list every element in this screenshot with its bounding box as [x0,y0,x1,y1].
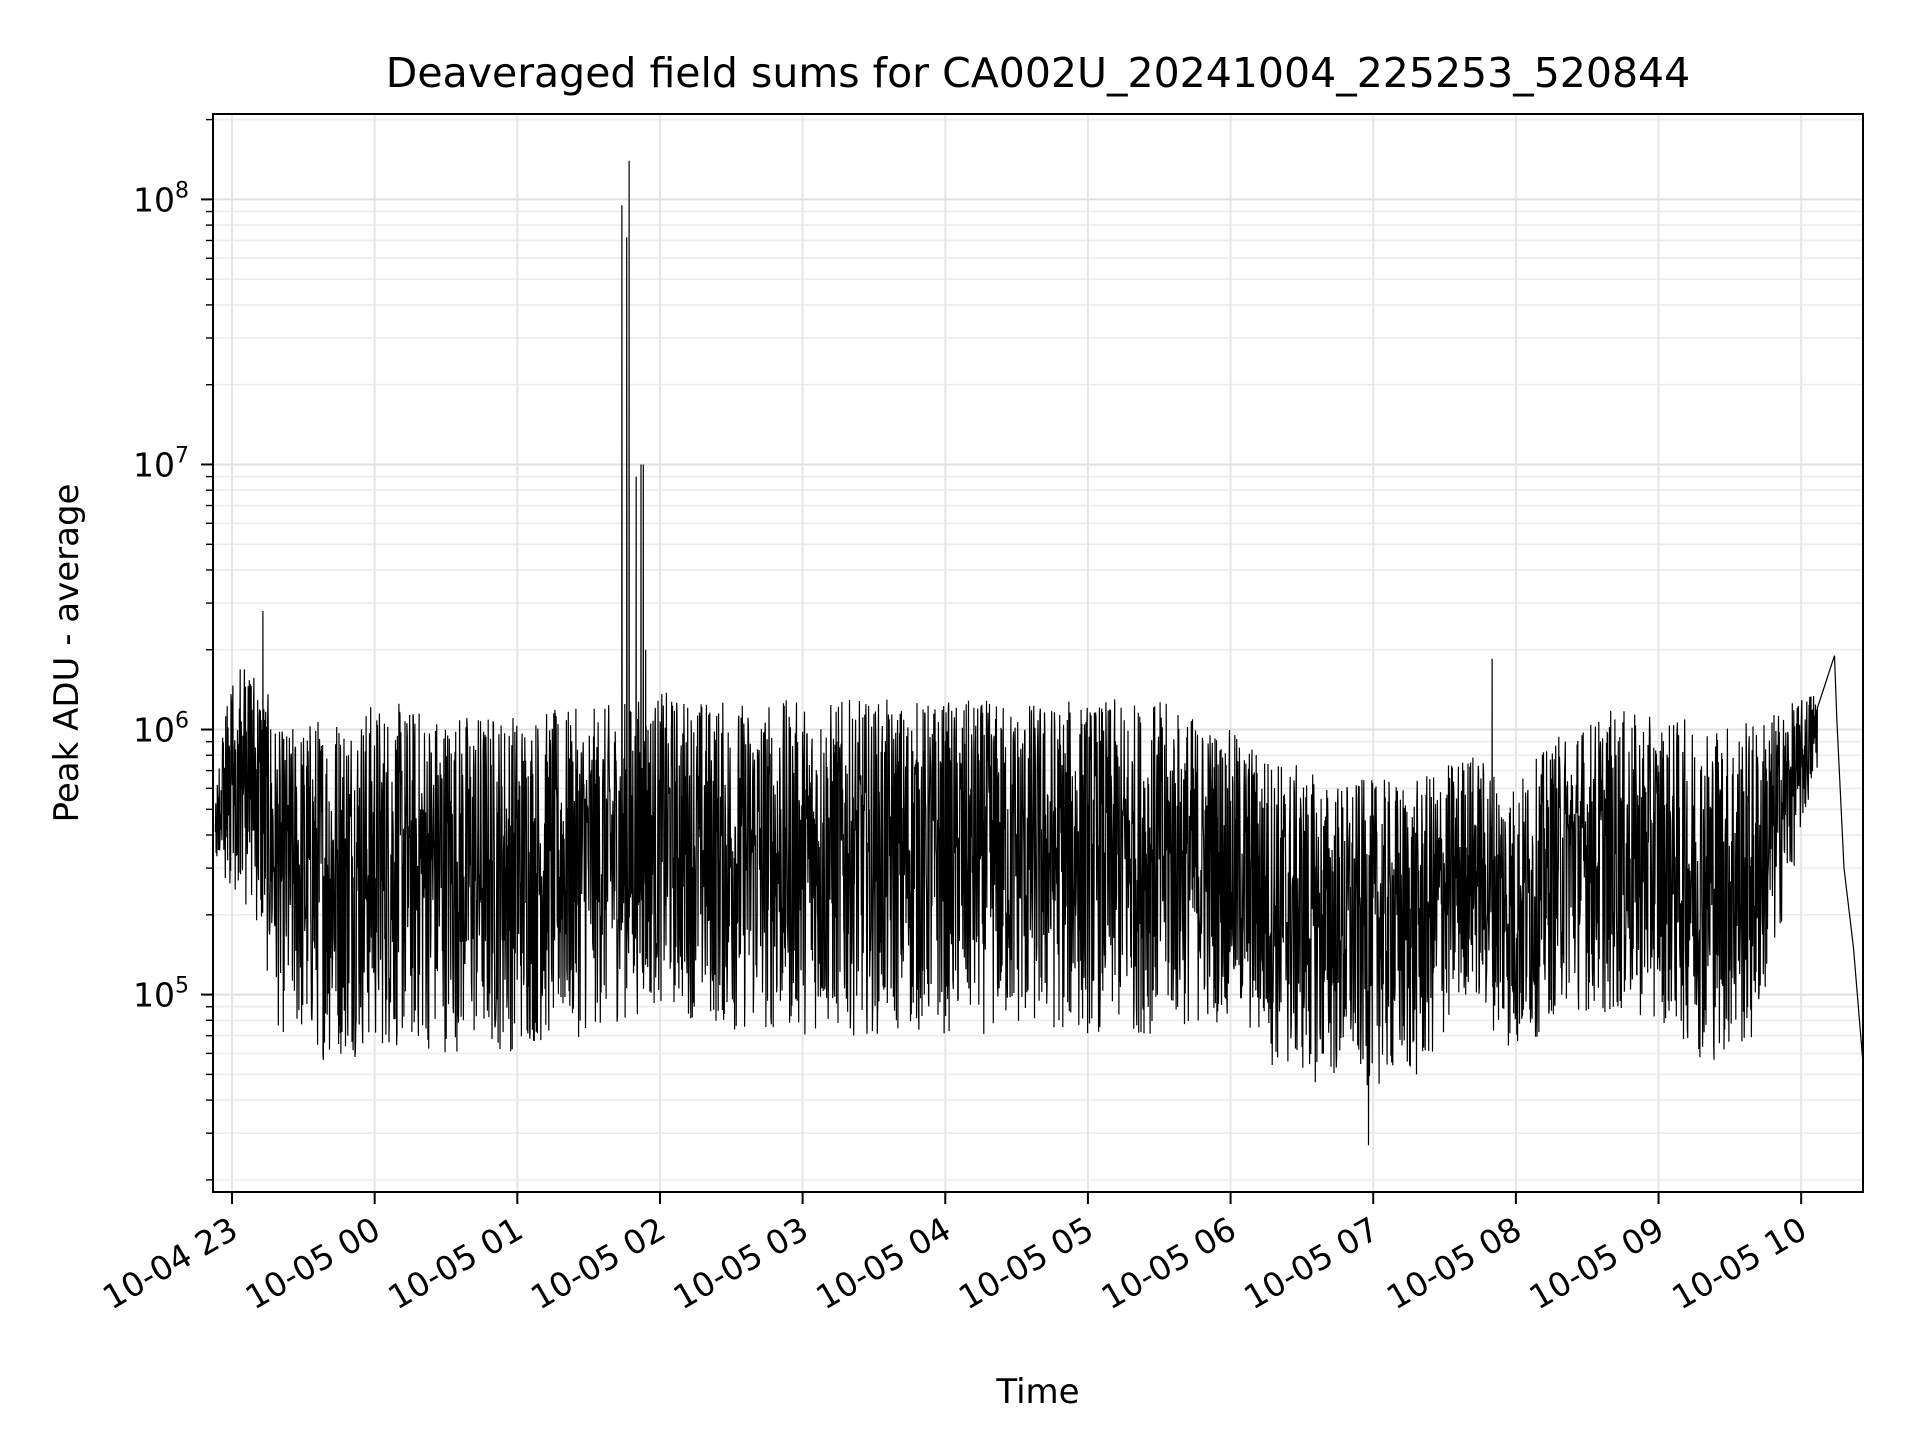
x-axis-title: Time [995,1372,1079,1412]
y-tick-label: 107 [133,443,189,484]
plot-area [214,160,1863,1146]
y-axis: 105 106 107 108 [133,118,213,1181]
minor-gridlines [213,118,1863,1181]
y-tick-label: 106 [133,709,189,750]
y-tick-label: 105 [133,974,189,1015]
series-line [214,160,1863,1146]
plot-frame [212,113,1864,1193]
y-tick-label: 108 [133,178,189,219]
chart-title: Deaveraged field sums for CA002U_2024100… [386,49,1690,97]
y-axis-title: Peak ADU - average [47,484,87,823]
series-layer [214,160,1863,1146]
